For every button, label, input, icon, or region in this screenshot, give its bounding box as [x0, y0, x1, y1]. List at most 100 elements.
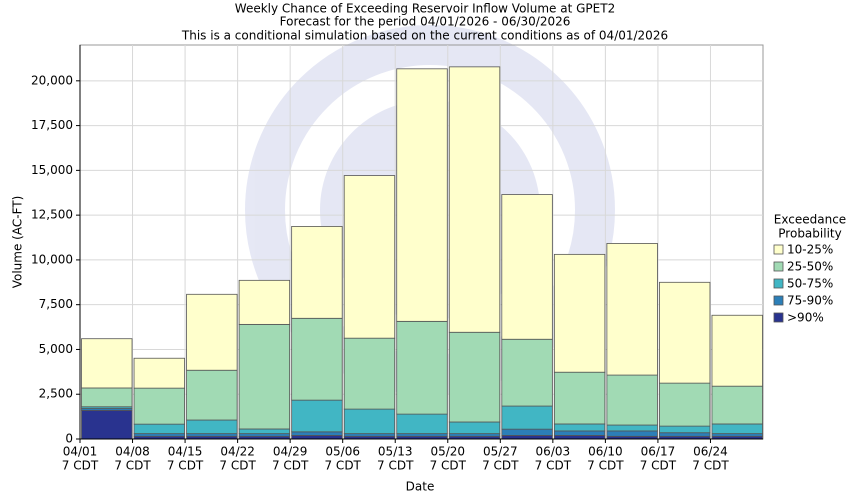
x-tick-label: 05/06 — [325, 445, 360, 459]
bar-segment — [711, 385, 763, 425]
bar-segment — [291, 317, 343, 401]
bar-segment — [238, 428, 291, 435]
x-tick-label: 7 CDT — [114, 459, 151, 473]
legend-title: Probability — [778, 227, 841, 241]
x-tick-label: 7 CDT — [482, 459, 519, 473]
bar-segment — [81, 338, 133, 389]
x-tick-label: 7 CDT — [272, 459, 309, 473]
legend-swatch — [773, 312, 784, 323]
bar-segment — [711, 423, 763, 435]
legend-label: >90% — [787, 311, 824, 325]
bar-segment — [448, 66, 501, 333]
x-tick-label: 06/10 — [588, 445, 623, 459]
bar-segment — [343, 433, 396, 437]
x-tick-label: 06/24 — [693, 445, 728, 459]
legend-label: 10-25% — [787, 243, 833, 257]
bar-segment — [501, 405, 553, 430]
y-tick-label: 0 — [65, 432, 73, 446]
bar-segment — [501, 338, 553, 407]
x-tick-label: 7 CDT — [377, 459, 414, 473]
y-tick-label: 7,500 — [39, 297, 73, 311]
x-tick-label: 7 CDT — [640, 459, 677, 473]
y-tick-label: 5,000 — [39, 342, 73, 356]
bar-segment — [343, 175, 396, 339]
bar-segment — [448, 421, 501, 435]
x-tick-label: 7 CDT — [324, 459, 361, 473]
bar-segment — [133, 357, 185, 389]
y-tick-label: 10,000 — [31, 252, 73, 266]
x-tick-label: 06/03 — [536, 445, 571, 459]
bar-segment — [291, 226, 343, 319]
bar-segment — [711, 433, 763, 437]
bar-segment — [659, 425, 711, 434]
legend-title: Exceedance — [774, 213, 846, 227]
legend-label: 50-75% — [787, 277, 833, 291]
chart-title: Weekly Chance of Exceeding Reservoir Inf… — [235, 2, 615, 16]
y-tick-label: 12,500 — [31, 208, 73, 222]
bar-segment — [501, 435, 553, 440]
chart-subtitle: This is a conditional simulation based o… — [181, 29, 668, 43]
bar-segment — [606, 430, 658, 437]
x-tick-label: 7 CDT — [219, 459, 256, 473]
bar-segment — [448, 331, 501, 423]
bar-segment — [659, 382, 711, 427]
bar-segment — [606, 374, 658, 426]
bar-segment — [501, 194, 553, 340]
bar-segment — [81, 387, 133, 408]
bar-segment — [606, 243, 658, 376]
x-tick-label: 7 CDT — [62, 459, 99, 473]
bar-segment — [343, 408, 396, 435]
bar-segment — [133, 433, 185, 437]
bar-segment — [396, 433, 448, 437]
y-axis-label: Volume (AC-FT) — [11, 196, 25, 289]
bar-segment — [553, 430, 606, 436]
x-tick-label: 7 CDT — [167, 459, 204, 473]
x-tick-label: 7 CDT — [587, 459, 624, 473]
x-tick-label: 7 CDT — [430, 459, 467, 473]
bar-segment — [553, 371, 606, 425]
y-tick-label: 2,500 — [39, 387, 73, 401]
bar-segment — [186, 419, 238, 435]
bar-segment — [238, 279, 291, 325]
x-tick-label: 06/17 — [641, 445, 676, 459]
bar-segment — [659, 281, 711, 384]
bar-segment — [553, 253, 606, 373]
x-axis-label: Date — [406, 480, 435, 494]
x-tick-label: 7 CDT — [692, 459, 729, 473]
bar-segment — [81, 409, 133, 440]
bar-segment — [186, 369, 238, 421]
bar-segment — [396, 68, 448, 322]
bar-segment — [711, 314, 763, 387]
y-tick-label: 15,000 — [31, 163, 73, 177]
bar-segment — [238, 433, 291, 437]
bar-segment — [186, 433, 238, 437]
x-tick-label: 04/29 — [273, 445, 308, 459]
y-tick-label: 17,500 — [31, 118, 73, 132]
legend-swatch — [773, 295, 784, 306]
bar-segment — [553, 423, 606, 432]
y-tick-label: 20,000 — [31, 73, 73, 87]
bar-segment — [186, 293, 238, 371]
bar-segment — [553, 435, 606, 440]
bar-segment — [133, 387, 185, 425]
legend-swatch — [773, 261, 784, 272]
legend-swatch — [773, 244, 784, 255]
bar-segment — [396, 320, 448, 415]
bar-segment — [291, 431, 343, 436]
bar-segment — [343, 337, 396, 410]
x-tick-label: 04/15 — [168, 445, 203, 459]
x-tick-label: 04/01 — [63, 445, 98, 459]
bar-segment — [396, 413, 448, 435]
x-tick-label: 05/27 — [483, 445, 518, 459]
bar-segment — [606, 424, 658, 432]
bar-segment — [448, 433, 501, 437]
x-tick-label: 05/20 — [430, 445, 465, 459]
legend-label: 75-90% — [787, 294, 833, 308]
legend-swatch — [773, 278, 784, 289]
x-tick-label: 05/13 — [378, 445, 413, 459]
bar-segment — [659, 432, 711, 437]
legend-label: 25-50% — [787, 260, 833, 274]
bar-segment — [133, 423, 185, 435]
x-tick-label: 04/22 — [220, 445, 255, 459]
